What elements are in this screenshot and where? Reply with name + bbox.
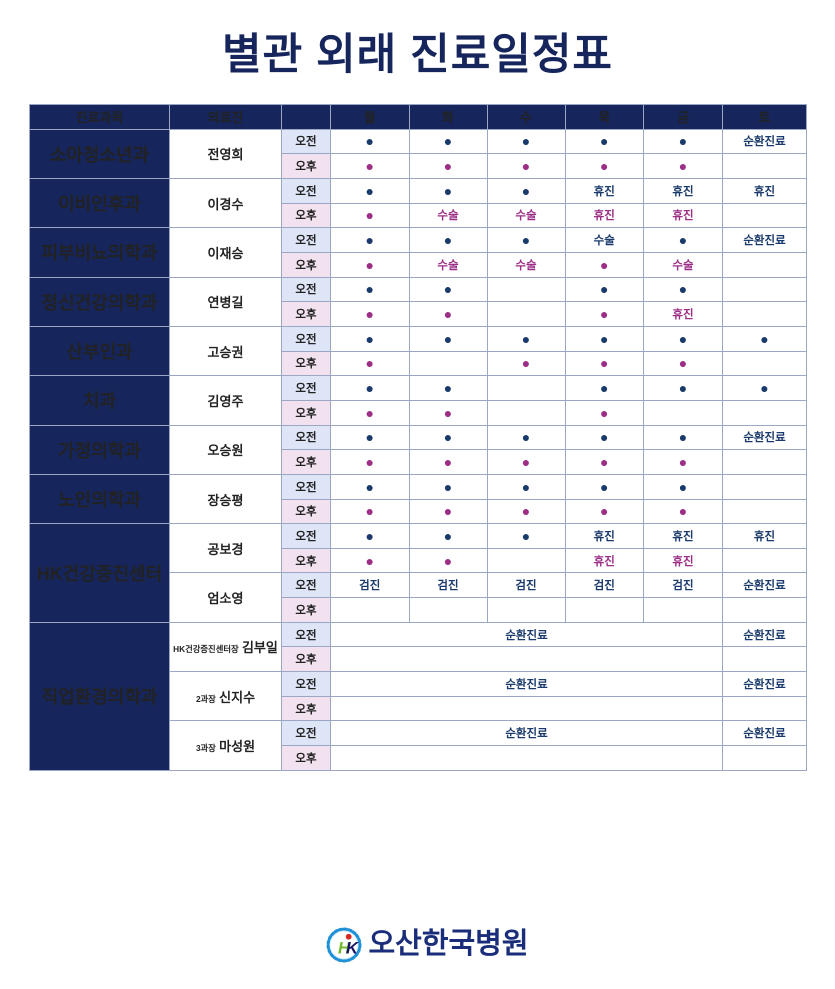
svg-text:K: K [346,938,359,957]
